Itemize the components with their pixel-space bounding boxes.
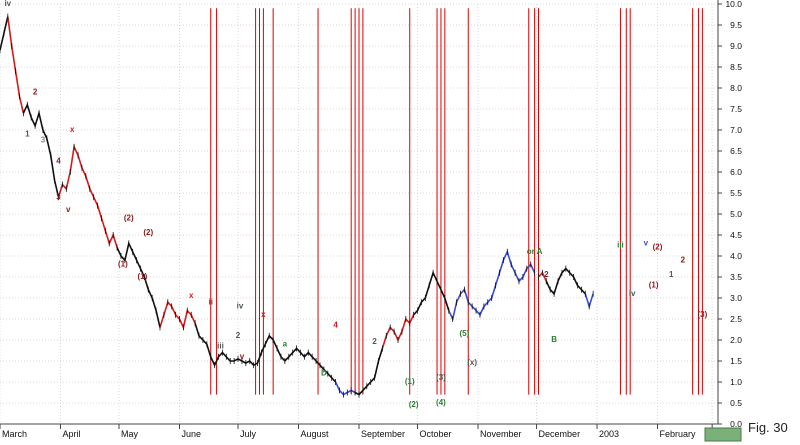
wave-label: a: [283, 339, 288, 348]
x-tick-label: March: [2, 429, 27, 439]
wave-label: (1): [649, 281, 659, 290]
y-tick-label: 0.5: [730, 398, 742, 408]
wave-label: x: [261, 310, 266, 319]
wave-label: (2): [124, 213, 134, 222]
y-tick-label: 7.0: [730, 125, 742, 135]
y-tick-label: 2.0: [730, 335, 742, 345]
price-series-segment: [334, 381, 356, 396]
price-series-segment: [354, 348, 384, 396]
wave-label: (2): [653, 243, 663, 252]
wave-label: (1): [405, 377, 415, 386]
wave-label: iv: [4, 0, 11, 8]
price-series-segment: [159, 300, 196, 330]
wave-label: (1): [138, 272, 148, 281]
wave-label: iv: [629, 289, 636, 298]
y-tick-label: 7.5: [730, 104, 742, 114]
wave-label: B: [551, 335, 557, 344]
y-tick-label: 5.0: [730, 209, 742, 219]
wave-label: (3): [436, 373, 446, 382]
wave-label: iii: [217, 341, 224, 350]
y-tick-label: 4.0: [730, 251, 742, 261]
y-tick-label: 4.5: [730, 230, 742, 240]
x-tick-label: 2003: [599, 429, 619, 439]
price-series-segment: [57, 144, 118, 248]
y-tick-label: 6.5: [730, 146, 742, 156]
scroll-button: [704, 427, 742, 442]
x-tick-label: December: [539, 429, 581, 439]
wave-label: (1): [118, 260, 128, 269]
x-tick-label: October: [420, 429, 452, 439]
y-tick-label: 1.0: [730, 377, 742, 387]
y-tick-label: 8.0: [730, 83, 742, 93]
x-tick-label: July: [240, 429, 257, 439]
wave-label: (x): [467, 358, 477, 367]
x-tick-label: June: [182, 429, 202, 439]
y-axis-panel: [718, 0, 800, 424]
price-series-segment: [413, 270, 450, 316]
price-series-segment: [22, 102, 60, 198]
wave-label: iii: [617, 241, 624, 250]
wave-label: v: [66, 205, 71, 214]
y-tick-label: 8.5: [730, 62, 742, 72]
wave-label: x: [189, 291, 194, 300]
wave-label: 1: [25, 129, 30, 138]
x-tick-label: February: [660, 429, 697, 439]
wave-label: 3: [56, 192, 61, 201]
wave-label: 2: [544, 270, 549, 279]
wave-label: 2: [33, 87, 38, 96]
wave-label: (2): [143, 228, 153, 237]
y-tick-label: 9.0: [730, 41, 742, 51]
wave-label: D: [321, 369, 327, 378]
wave-label: v: [644, 239, 649, 248]
price-series-segment: [116, 240, 161, 328]
y-tick-label: 6.0: [730, 167, 742, 177]
x-tick-label: April: [62, 429, 80, 439]
wave-label: (5): [459, 329, 469, 338]
wave-label: 1: [669, 270, 674, 279]
y-tick-label: 10.0: [725, 0, 742, 9]
wave-label: (4): [436, 398, 446, 407]
wave-label: 3: [41, 136, 46, 145]
x-tick-label: November: [480, 429, 522, 439]
wave-label: or A: [527, 247, 543, 256]
wave-label: (3): [698, 310, 708, 319]
x-tick-label: September: [361, 429, 405, 439]
figure-label: Fig. 30: [748, 420, 788, 435]
y-tick-label: 5.5: [730, 188, 742, 198]
wave-label: 2: [372, 337, 377, 346]
y-tick-label: 2.5: [730, 314, 742, 324]
wave-label: v: [240, 352, 245, 361]
wave-label: iv: [237, 302, 244, 311]
wave-label: 2: [236, 331, 241, 340]
y-tick-label: 3.5: [730, 272, 742, 282]
wave-label: 4: [56, 157, 61, 166]
y-tick-label: 9.5: [730, 20, 742, 30]
y-tick-label: 3.0: [730, 293, 742, 303]
x-tick-label: August: [301, 429, 330, 439]
x-tick-label: May: [121, 429, 139, 439]
wave-label: 2: [681, 255, 686, 264]
y-tick-label: 0.0: [730, 419, 742, 429]
y-tick-label: 1.5: [730, 356, 742, 366]
wave-label: (2): [409, 400, 419, 409]
wave-label: x: [70, 125, 75, 134]
wave-label: 4: [333, 320, 338, 329]
wave-label: ii: [208, 297, 212, 306]
